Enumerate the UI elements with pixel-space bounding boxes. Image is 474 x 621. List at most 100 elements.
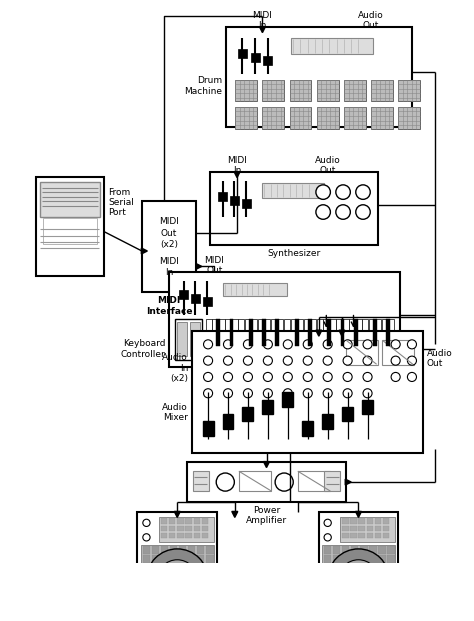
Bar xyxy=(193,525,200,531)
Bar xyxy=(275,319,279,346)
Bar xyxy=(43,219,97,244)
Bar xyxy=(152,564,159,572)
Bar xyxy=(179,601,186,608)
Bar xyxy=(351,546,358,554)
Bar xyxy=(143,546,150,554)
Bar xyxy=(223,283,287,296)
Bar xyxy=(398,79,420,101)
Bar xyxy=(382,340,414,365)
Circle shape xyxy=(157,560,197,600)
Circle shape xyxy=(264,389,273,398)
Circle shape xyxy=(264,340,273,349)
Bar xyxy=(143,592,150,599)
Bar xyxy=(238,49,247,58)
Bar xyxy=(206,592,213,599)
Bar xyxy=(342,546,349,554)
Bar xyxy=(375,519,381,524)
Bar xyxy=(264,319,270,363)
Circle shape xyxy=(244,389,253,398)
Bar xyxy=(356,319,362,363)
Bar xyxy=(170,555,177,563)
Bar xyxy=(333,592,340,599)
Polygon shape xyxy=(232,512,238,517)
Bar xyxy=(369,555,377,563)
Bar xyxy=(378,555,386,563)
Bar xyxy=(324,592,331,599)
Bar xyxy=(342,601,349,608)
Bar xyxy=(295,319,299,346)
Bar xyxy=(263,107,284,129)
Bar xyxy=(387,546,395,554)
Bar xyxy=(202,422,213,436)
Text: MIDI
In: MIDI In xyxy=(159,257,179,278)
Polygon shape xyxy=(356,512,362,517)
Text: MIDI
In: MIDI In xyxy=(253,11,273,30)
Bar xyxy=(383,519,389,524)
Circle shape xyxy=(323,389,332,398)
Polygon shape xyxy=(196,263,202,270)
Bar xyxy=(324,564,331,572)
Bar xyxy=(330,319,336,363)
Bar xyxy=(179,574,186,581)
Bar xyxy=(187,462,346,502)
Bar xyxy=(343,319,349,363)
Bar xyxy=(235,107,257,129)
Bar xyxy=(336,319,342,363)
Bar xyxy=(169,533,175,538)
Bar xyxy=(143,574,150,581)
Bar xyxy=(197,564,204,572)
Bar xyxy=(386,319,390,346)
Bar xyxy=(174,319,202,360)
Circle shape xyxy=(316,185,330,199)
Bar xyxy=(210,172,377,245)
Bar xyxy=(322,414,333,428)
Bar xyxy=(333,574,340,581)
Bar xyxy=(161,592,168,599)
Bar xyxy=(358,533,365,538)
Circle shape xyxy=(356,205,370,219)
Bar xyxy=(369,574,377,581)
Bar xyxy=(351,592,358,599)
Circle shape xyxy=(324,533,331,541)
Bar xyxy=(238,319,244,363)
Bar xyxy=(188,592,195,599)
Text: Drum
Machine: Drum Machine xyxy=(184,76,223,96)
Circle shape xyxy=(143,533,150,541)
Circle shape xyxy=(336,185,350,199)
Bar xyxy=(360,546,367,554)
Bar xyxy=(169,519,175,524)
Circle shape xyxy=(323,340,332,349)
Bar xyxy=(303,319,310,363)
Bar xyxy=(378,601,386,608)
Bar xyxy=(141,545,213,612)
Circle shape xyxy=(391,340,400,349)
Circle shape xyxy=(343,373,352,381)
Bar xyxy=(351,564,358,572)
Bar xyxy=(360,564,367,572)
Bar xyxy=(328,319,331,346)
Bar xyxy=(229,319,233,346)
Text: MIDI
Interface: MIDI Interface xyxy=(146,296,192,315)
Bar xyxy=(263,183,324,197)
Bar xyxy=(369,319,375,363)
Bar xyxy=(161,564,168,572)
Circle shape xyxy=(244,340,253,349)
Bar xyxy=(202,519,208,524)
Bar xyxy=(350,533,356,538)
Bar xyxy=(169,525,175,531)
Bar xyxy=(170,601,177,608)
Bar xyxy=(218,192,227,201)
Circle shape xyxy=(391,356,400,365)
Bar xyxy=(152,582,159,590)
Circle shape xyxy=(323,373,332,381)
Bar xyxy=(383,533,389,538)
Circle shape xyxy=(363,389,372,398)
Polygon shape xyxy=(345,479,351,485)
Bar xyxy=(319,512,398,616)
Bar xyxy=(360,582,367,590)
Bar xyxy=(378,574,386,581)
Bar xyxy=(358,525,365,531)
Bar xyxy=(193,519,200,524)
Bar xyxy=(177,322,187,356)
Circle shape xyxy=(343,389,352,398)
